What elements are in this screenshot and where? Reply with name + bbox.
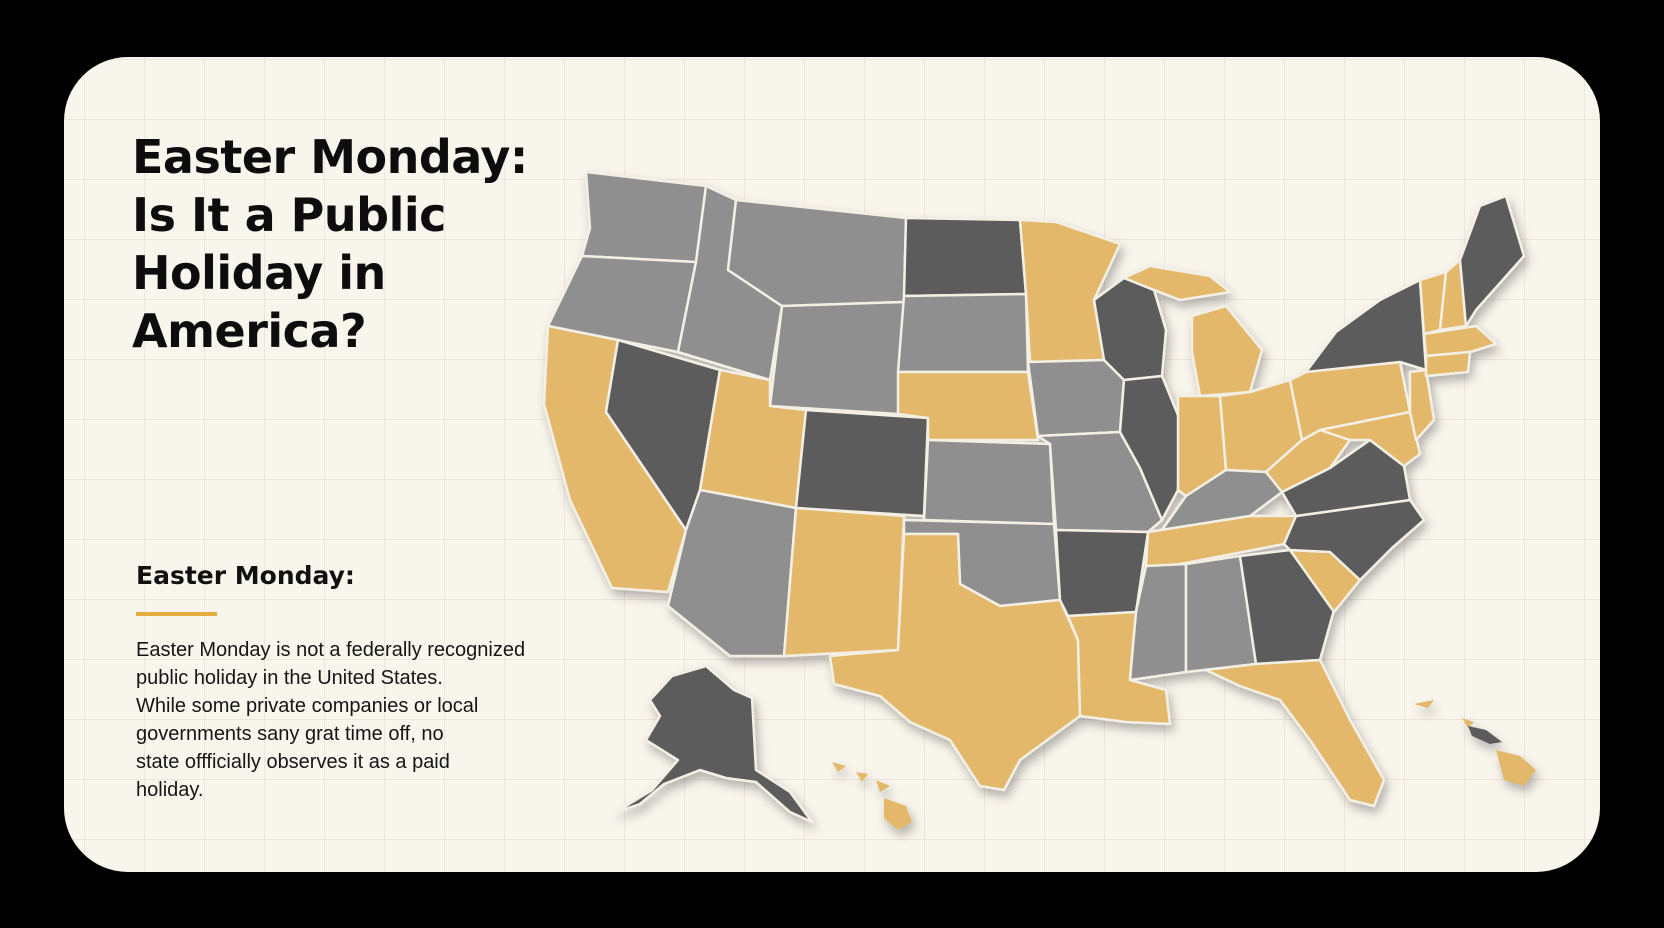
body-line: public holiday in the United States.: [136, 667, 443, 689]
state-new-jersey: [1408, 368, 1436, 442]
state-arkansas: [1054, 528, 1150, 618]
body-line: governments sany grat time off, no: [136, 723, 444, 745]
state-massachusetts: [1422, 324, 1498, 358]
state-florida: [1204, 658, 1386, 808]
body-line: holiday.: [136, 779, 204, 801]
state-maine: [1458, 194, 1526, 328]
state-mississippi: [1128, 562, 1188, 682]
state-michigan-lower: [1190, 304, 1264, 398]
page-title: Easter Monday: Is It a Public Holiday in…: [132, 128, 572, 360]
title-line-1: Easter Monday:: [132, 130, 528, 184]
state-alaska: [614, 664, 814, 824]
state-hawaii: [832, 762, 912, 830]
state-iowa: [1026, 358, 1126, 438]
state-south-dakota: [896, 292, 1030, 374]
hawaii-inset-gray: [1468, 726, 1502, 744]
state-new-mexico: [782, 506, 906, 658]
state-illinois: [1118, 374, 1182, 522]
title-line-2: Is It a Public: [132, 188, 446, 242]
state-washington: [580, 170, 708, 264]
hawaii-inset-right: [1414, 700, 1536, 786]
state-kansas: [922, 438, 1056, 526]
state-new-york: [1304, 278, 1428, 374]
section-body: Easter Monday is not a federally recogni…: [136, 636, 556, 804]
accent-divider: [136, 612, 217, 616]
title-line-4: America?: [132, 304, 367, 358]
state-north-dakota: [902, 216, 1028, 298]
state-texas: [828, 532, 1082, 792]
state-connecticut-ri: [1424, 350, 1472, 378]
state-colorado: [794, 408, 930, 518]
title-line-3: Holiday in: [132, 246, 386, 300]
body-line: state offficially observes it as a paid: [136, 751, 450, 773]
section-heading: Easter Monday:: [136, 561, 355, 590]
body-line: Easter Monday is not a federally recogni…: [136, 639, 526, 661]
body-line: While some private companies or local: [136, 695, 479, 717]
state-wyoming: [768, 300, 906, 416]
state-michigan-upper: [1122, 264, 1232, 302]
